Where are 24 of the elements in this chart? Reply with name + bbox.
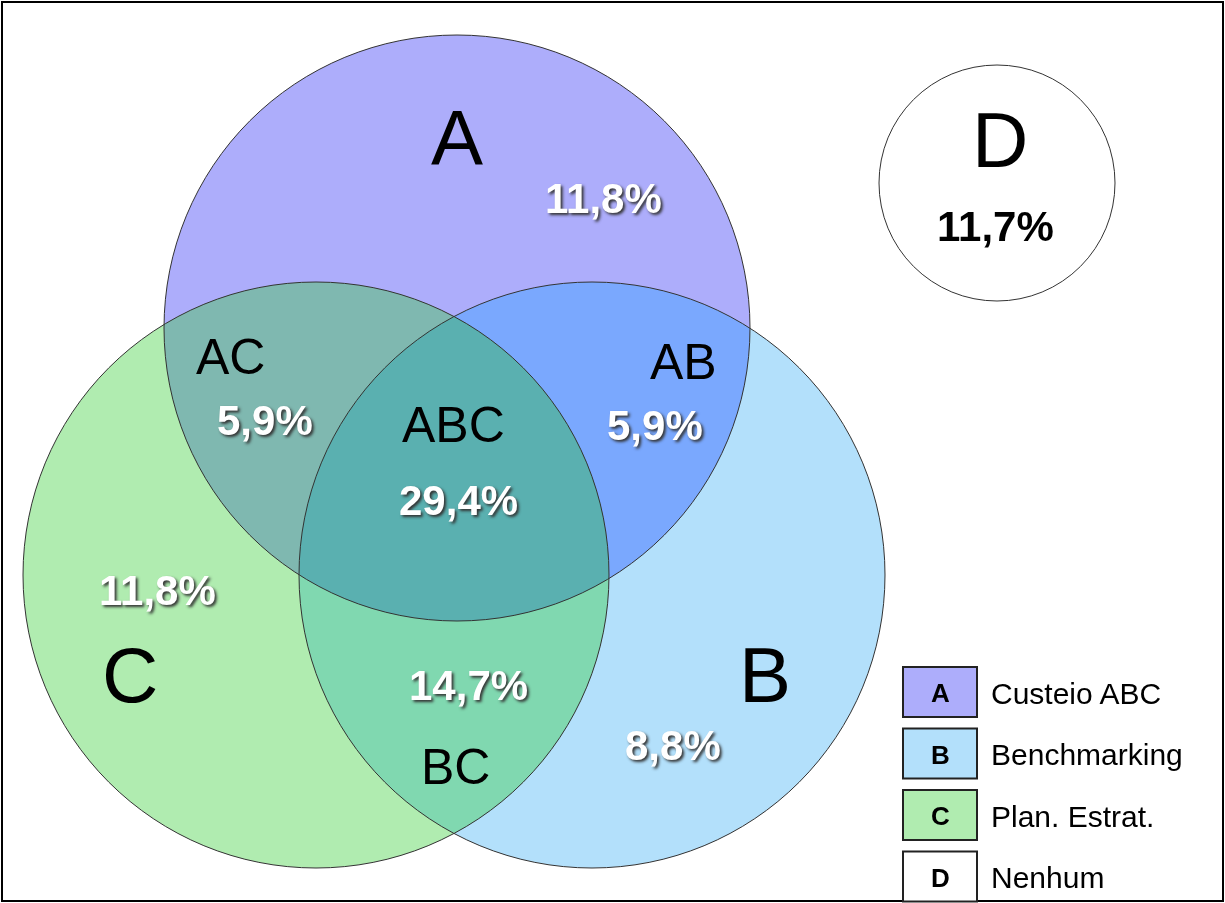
data-label: 5,9%: [217, 397, 313, 444]
text: Plan. Estrat.: [991, 800, 1155, 833]
category-label: A: [431, 94, 484, 182]
data-label: 11,7%: [937, 203, 1054, 250]
text: Nenhum: [991, 861, 1105, 894]
category-label: D: [931, 863, 950, 893]
text: Benchmarking: [991, 738, 1183, 771]
category-label: AB: [650, 334, 717, 390]
text: Custeio ABC: [991, 677, 1162, 710]
category-label: BC: [421, 739, 491, 795]
data-label: 5,9%: [607, 402, 703, 449]
data-label: 11,8%: [545, 175, 662, 222]
data-label: 8,8%: [625, 722, 721, 769]
category-label: C: [102, 631, 159, 719]
category-label: B: [931, 740, 950, 770]
category-label: C: [931, 801, 950, 831]
data-label: 11,8%: [99, 567, 216, 614]
category-label: B: [739, 631, 792, 719]
data-label: 29,4%: [399, 477, 519, 524]
category-label: AC: [196, 329, 266, 385]
data-label: 14,7%: [409, 662, 529, 709]
category-label: A: [931, 678, 950, 708]
category-label: ABC: [402, 397, 505, 453]
category-label: D: [972, 96, 1029, 184]
